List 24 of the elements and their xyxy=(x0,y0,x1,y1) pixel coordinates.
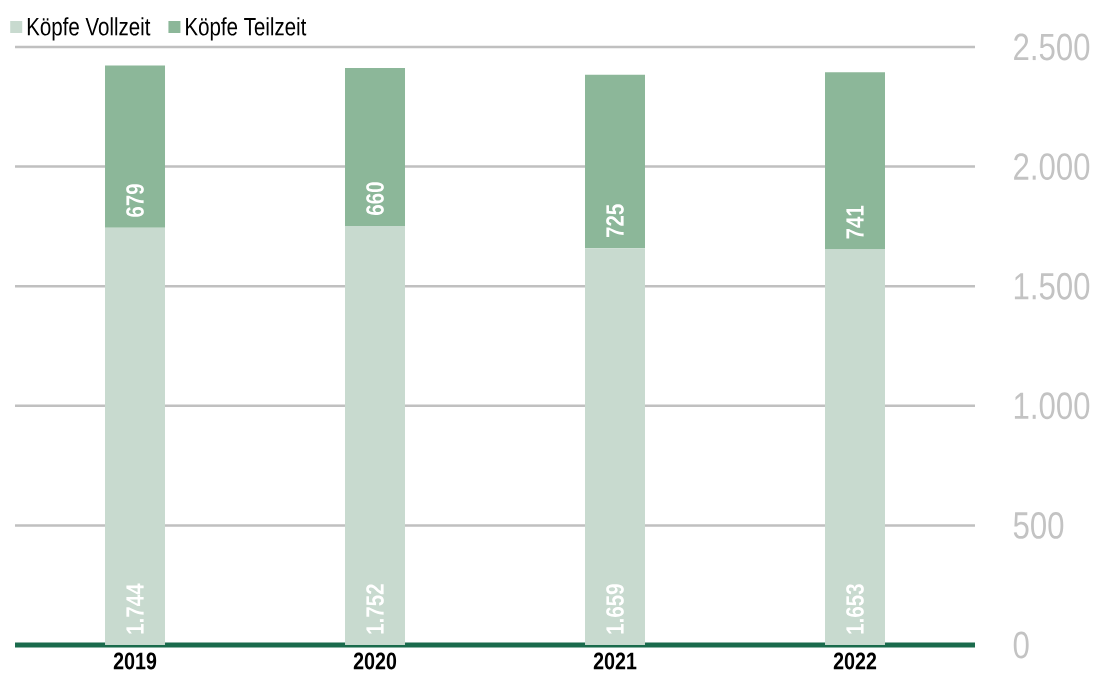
y-tick-label: 1.000 xyxy=(1014,392,1090,420)
bar xyxy=(585,74,645,249)
y-tick-label: 1.500 xyxy=(1014,272,1090,300)
x-tick-label: 2022 xyxy=(833,652,877,670)
data-label: 679 xyxy=(126,184,144,217)
x-tick-label: 2021 xyxy=(593,652,637,670)
bar xyxy=(105,227,166,645)
data-label: 725 xyxy=(606,204,624,238)
legend-label: Köpfe Vollzeit xyxy=(27,17,151,41)
x-tick-label: 2020 xyxy=(353,652,397,670)
bar xyxy=(345,225,406,645)
bar xyxy=(585,248,645,645)
legend-label: Köpfe Teilzeit xyxy=(186,17,307,41)
data-label: 741 xyxy=(846,205,864,239)
y-tick-label: 0 xyxy=(1013,631,1029,659)
bar xyxy=(825,249,885,645)
bar xyxy=(345,68,406,226)
data-label: 660 xyxy=(366,182,384,215)
bar xyxy=(825,72,885,250)
y-tick-label: 500 xyxy=(1013,511,1064,539)
bar xyxy=(105,65,166,228)
y-tick-label: 2.500 xyxy=(1014,33,1090,61)
x-tick-label: 2019 xyxy=(113,652,157,670)
y-tick-label: 2.000 xyxy=(1014,153,1090,181)
